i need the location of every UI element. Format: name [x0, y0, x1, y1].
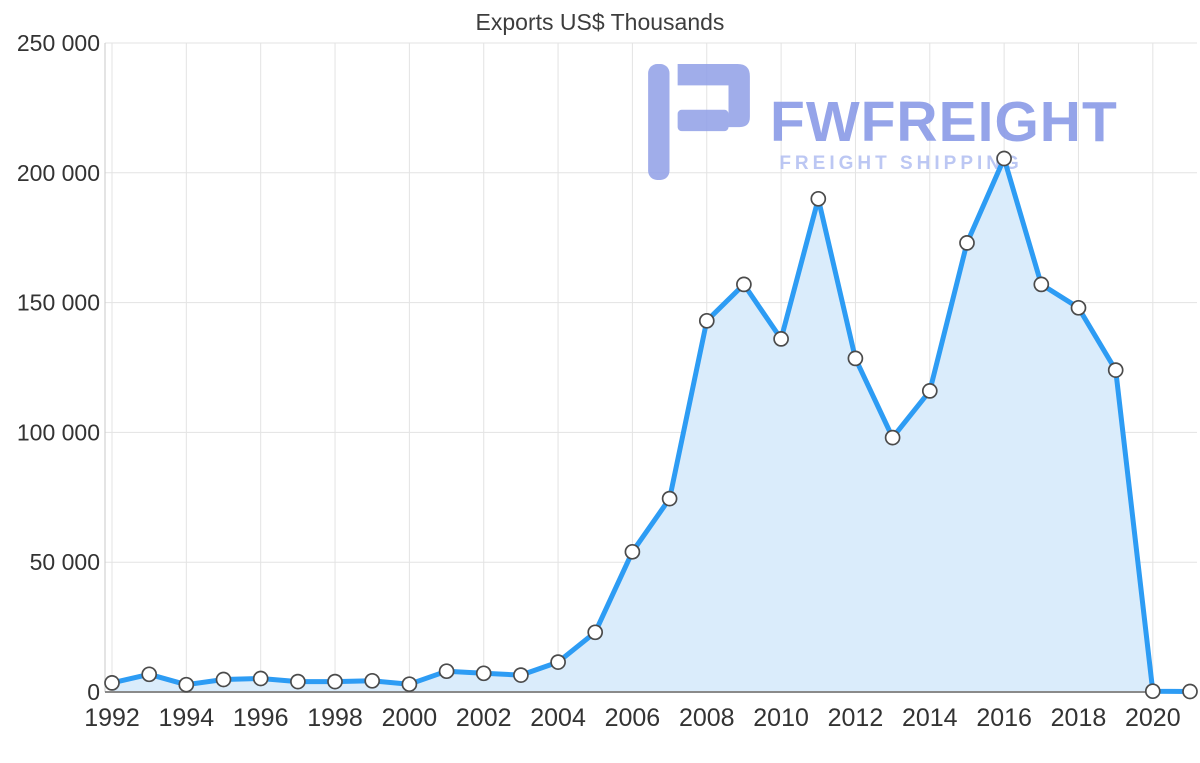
x-tick-label: 1994: [159, 704, 215, 732]
x-tick-label: 1998: [307, 704, 363, 732]
watermark-text: FWFREIGHT FREIGHT SHIPPING: [770, 94, 1118, 180]
x-tick-label: 2010: [753, 704, 809, 732]
y-tick-label: 100 000: [17, 419, 100, 445]
x-tick-label: 2014: [902, 704, 958, 732]
x-tick-label: 2020: [1125, 704, 1181, 732]
x-tick-label: 2004: [530, 704, 586, 732]
x-tick-label: 2006: [605, 704, 661, 732]
x-tick-label: 2000: [382, 704, 438, 732]
watermark: FWFREIGHT FREIGHT SHIPPING: [648, 64, 1118, 180]
x-tick-label: 2002: [456, 704, 512, 732]
y-tick-label: 150 000: [17, 290, 100, 316]
x-tick-label: 2012: [828, 704, 884, 732]
chart-title: Exports US$ Thousands: [475, 9, 725, 35]
x-tick-label: 1992: [84, 704, 140, 732]
watermark-tagline: FREIGHT SHIPPING: [779, 153, 1023, 174]
y-tick-label: 250 000: [17, 30, 100, 56]
y-tick-label: 200 000: [17, 160, 100, 186]
x-tick-label: 2008: [679, 704, 735, 732]
x-tick-label: 2016: [976, 704, 1032, 732]
x-tick-label: 1996: [233, 704, 289, 732]
x-tick-label: 2018: [1051, 704, 1107, 732]
y-tick-label: 50 000: [30, 549, 100, 575]
fwfreight-logo-icon: [648, 64, 750, 180]
y-tick-label: 0: [87, 679, 100, 705]
watermark-brand: FWFREIGHT: [770, 90, 1118, 154]
